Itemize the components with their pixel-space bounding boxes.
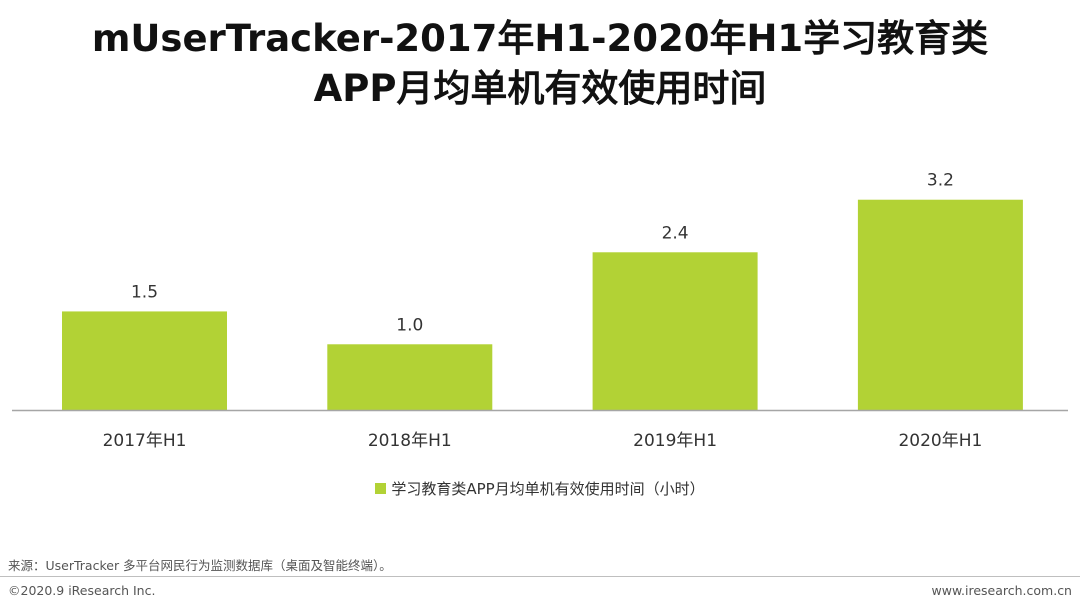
- data-label: 1.5: [131, 282, 158, 302]
- footer-divider: [0, 576, 1080, 577]
- x-tick-label: 2020年H1: [898, 431, 982, 451]
- bar-2019年H1: [592, 252, 758, 410]
- copyright-text: ©2020.9 iResearch Inc.: [8, 583, 156, 598]
- data-label: 3.2: [927, 171, 954, 191]
- website-link[interactable]: www.iresearch.com.cn: [931, 583, 1073, 598]
- bar-2017年H1: [62, 311, 227, 410]
- data-label: 1.0: [396, 315, 423, 335]
- chart-title-line-2: APP月均单机有效使用时间: [313, 67, 767, 110]
- bar-2020年H1: [857, 199, 1023, 410]
- legend-label: 学习教育类APP月均单机有效使用时间（小时）: [391, 480, 705, 498]
- chart-title: mUserTracker-2017年H1-2020年H1学习教育类 APP月均单…: [0, 14, 1080, 114]
- bar-2018年H1: [327, 344, 493, 410]
- chart-legend: 学习教育类APP月均单机有效使用时间（小时）: [0, 478, 1080, 499]
- x-tick-label: 2018年H1: [368, 431, 452, 451]
- source-note: 来源：UserTracker 多平台网民行为监测数据库（桌面及智能终端）。: [8, 558, 392, 573]
- legend-swatch: [375, 483, 387, 494]
- chart-title-line-1: mUserTracker-2017年H1-2020年H1学习教育类: [91, 17, 989, 60]
- x-tick-label: 2017年H1: [103, 431, 187, 451]
- data-label: 2.4: [662, 223, 689, 243]
- bar-chart: 1.5 2017年H1 1.0 2018年H1 2.4 2019年H1 3.2 2020年H1: [12, 171, 1068, 451]
- x-tick-label: 2019年H1: [633, 431, 717, 451]
